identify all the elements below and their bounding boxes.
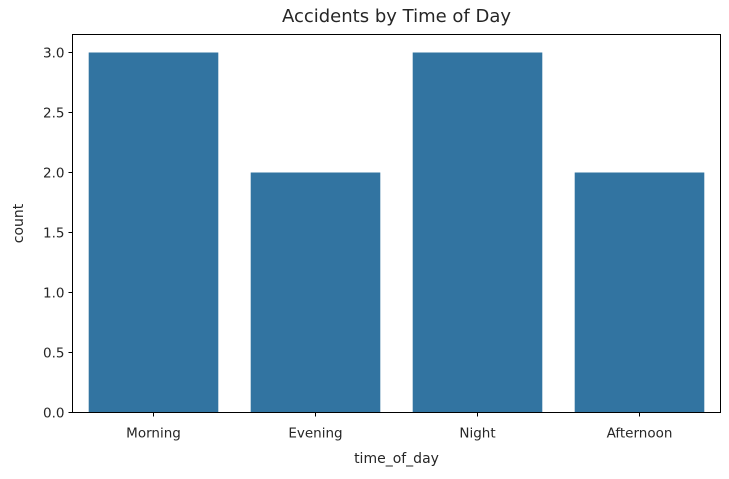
y-tick-label: 2.0 [43, 166, 64, 182]
x-tick-label: Afternoon [607, 426, 673, 442]
y-tick-label: 0.5 [43, 346, 64, 362]
y-tick-label: 3.0 [43, 46, 64, 62]
x-tick-label: Night [459, 426, 495, 442]
bar-morning [88, 52, 219, 413]
y-tick-label: 2.5 [43, 106, 64, 122]
y-axis-label: count [11, 203, 27, 243]
chart-title: Accidents by Time of Day [282, 6, 511, 27]
x-tick-label: Evening [288, 426, 342, 442]
bar-evening [250, 172, 381, 413]
plot-frame [72, 34, 721, 413]
y-tick-label: 1.5 [43, 226, 64, 242]
y-tick-label: 0.0 [43, 406, 64, 422]
bars-layer [88, 52, 705, 413]
x-axis-ticks: Morning Evening Night Afternoon [126, 412, 673, 442]
bar-night [412, 52, 543, 413]
y-tick-label: 1.0 [43, 286, 64, 302]
x-tick-label: Morning [126, 426, 181, 442]
bar-afternoon [574, 172, 705, 413]
x-axis-label: time_of_day [354, 451, 439, 467]
y-axis-ticks: 0.0 0.5 1.0 1.5 2.0 2.5 3.0 [43, 46, 73, 422]
